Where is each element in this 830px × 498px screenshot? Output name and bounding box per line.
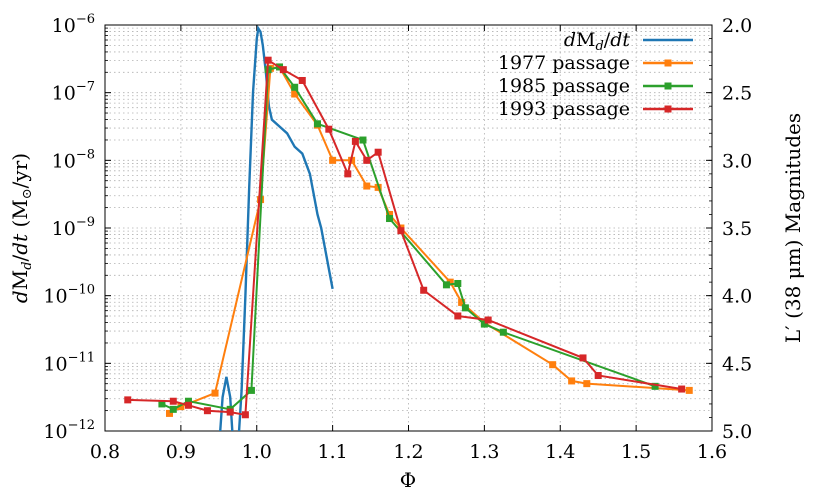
x-tick-label: 1.6 — [697, 441, 727, 463]
x-tick-label: 1.3 — [469, 441, 499, 463]
legend-label: dMd/dt — [564, 29, 631, 54]
legend-label: 1993 passage — [498, 98, 630, 120]
x-tick-label: 1.5 — [621, 441, 651, 463]
data-point — [184, 397, 192, 405]
data-point — [247, 386, 255, 394]
data-point — [158, 400, 166, 408]
data-point — [579, 354, 587, 362]
legend-swatch-marker — [664, 82, 672, 90]
x-tick-label: 0.9 — [166, 441, 196, 463]
data-point — [442, 281, 450, 289]
data-point — [211, 389, 219, 397]
y-tick-label-left: 10−10 — [43, 283, 95, 308]
x-axis-label: Φ — [400, 468, 416, 492]
data-point — [458, 298, 466, 306]
data-point — [165, 409, 173, 417]
y-axis-label-left: dMd/dt (M⊙/yr) — [8, 153, 35, 303]
data-point — [549, 361, 557, 369]
data-point — [279, 66, 287, 74]
x-tick-label: 1.0 — [242, 441, 272, 463]
data-point — [454, 279, 462, 287]
data-point — [583, 380, 591, 388]
series-1993 — [124, 56, 686, 419]
data-point — [461, 304, 469, 312]
x-tick-label: 1.4 — [545, 441, 575, 463]
y-tick-label-left: 10−9 — [52, 215, 95, 240]
x-tick-label: 1.2 — [393, 441, 423, 463]
data-point — [124, 396, 132, 404]
data-point — [169, 405, 177, 413]
data-point — [184, 401, 192, 409]
legend-label: 1977 passage — [498, 52, 630, 74]
data-point — [363, 156, 371, 164]
y-tick-label-left: 10−7 — [52, 80, 95, 105]
data-point — [264, 56, 272, 64]
data-point — [568, 377, 576, 385]
data-point — [313, 120, 321, 128]
y-tick-label-right: 3.5 — [722, 218, 752, 240]
x-tick-label: 1.1 — [318, 441, 348, 463]
data-point — [685, 386, 693, 394]
data-point — [291, 90, 299, 98]
x-tick-label: 0.8 — [90, 441, 120, 463]
y-tick-label-right: 4.0 — [722, 286, 752, 308]
data-point — [499, 328, 507, 336]
data-point — [446, 278, 454, 286]
data-point — [291, 83, 299, 91]
grid — [105, 25, 712, 431]
y-axis-label-right: L′ (38 μm) Magnitudes — [781, 113, 805, 343]
data-point — [351, 137, 359, 145]
data-point — [169, 397, 177, 405]
data-point — [480, 320, 488, 328]
data-point — [298, 76, 306, 84]
y-tick-label-left: 10−11 — [43, 350, 95, 375]
data-point — [651, 382, 659, 390]
data-point — [363, 182, 371, 190]
data-point — [359, 136, 367, 144]
model-series — [219, 25, 334, 431]
legend-swatch-marker — [664, 105, 672, 113]
data-point — [594, 372, 602, 380]
y-tick-label-left: 10−8 — [52, 147, 95, 172]
ticks: 0.8 0.9 1.0 1.1 1.2 1.3 1.4 1.5 1.6 10−12 10−11 10−… — [43, 12, 752, 463]
y-tick-label-right: 5.0 — [722, 421, 752, 443]
data-point — [325, 125, 333, 133]
data-point — [329, 156, 337, 164]
y-tick-label-right: 3.0 — [722, 150, 752, 172]
data-point — [203, 407, 211, 415]
data-point — [177, 403, 185, 411]
model-line — [219, 25, 334, 431]
data-point — [226, 408, 234, 416]
y-tick-label-right: 4.5 — [722, 353, 752, 375]
y-tick-label-left: 10−12 — [43, 418, 95, 443]
legend-label: 1985 passage — [498, 75, 630, 97]
legend-swatch-marker — [664, 59, 672, 67]
data-point — [397, 227, 405, 235]
data-point — [484, 316, 492, 324]
data-point — [454, 312, 462, 320]
y-tick-label-right: 2.5 — [722, 83, 752, 105]
observation-series — [124, 56, 693, 419]
data-point — [344, 170, 352, 178]
data-point — [420, 286, 428, 294]
data-point — [241, 411, 249, 419]
data-point — [678, 385, 686, 393]
y-tick-label-right: 2.0 — [722, 15, 752, 37]
data-point — [386, 210, 394, 218]
y-tick-label-left: 10−6 — [52, 12, 95, 37]
data-point — [386, 215, 394, 223]
data-point — [374, 148, 382, 156]
